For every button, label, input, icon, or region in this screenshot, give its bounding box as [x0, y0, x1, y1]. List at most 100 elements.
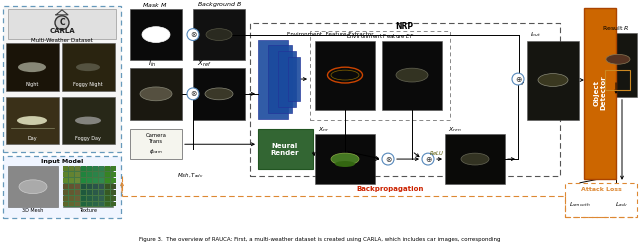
Circle shape	[512, 73, 524, 85]
Text: Environment Feature $\it{EF}$: Environment Feature $\it{EF}$	[346, 32, 414, 40]
Bar	[111, 166, 116, 171]
Bar	[105, 172, 110, 177]
Bar	[81, 196, 86, 201]
Bar	[99, 172, 104, 177]
Bar	[75, 178, 80, 183]
Text: $Msh, T_{adv}$: $Msh, T_{adv}$	[177, 171, 204, 180]
Bar	[87, 202, 92, 206]
Circle shape	[422, 153, 434, 165]
Bar	[81, 190, 86, 195]
Text: $L_{adv}$: $L_{adv}$	[615, 200, 628, 209]
Ellipse shape	[461, 153, 489, 165]
Bar	[75, 166, 80, 171]
Bar	[63, 166, 113, 207]
Bar	[75, 172, 80, 177]
Bar	[111, 172, 116, 177]
Bar	[3, 156, 121, 218]
Bar	[99, 202, 104, 206]
Bar	[75, 196, 80, 201]
Text: $I_{in}$: $I_{in}$	[148, 59, 156, 69]
Text: $ReLU$: $ReLU$	[429, 149, 445, 157]
Bar	[193, 9, 245, 60]
Text: Foggy Day: Foggy Day	[75, 136, 101, 141]
Text: ⊕: ⊕	[515, 75, 521, 83]
Bar	[6, 43, 59, 91]
Text: Object
Detector: Object Detector	[593, 76, 607, 110]
Bar	[63, 196, 68, 201]
Bar	[268, 45, 292, 113]
Bar	[87, 178, 92, 183]
Text: Environment  Feature Extractor: Environment Feature Extractor	[287, 32, 373, 37]
Bar	[63, 190, 68, 195]
Bar	[8, 9, 116, 39]
Bar	[130, 68, 182, 120]
Ellipse shape	[538, 74, 568, 86]
Bar	[63, 184, 68, 189]
Bar	[310, 31, 450, 120]
Bar	[105, 190, 110, 195]
Bar	[63, 178, 68, 183]
Ellipse shape	[206, 29, 232, 41]
Bar	[93, 172, 98, 177]
Circle shape	[187, 88, 199, 100]
Ellipse shape	[606, 54, 630, 64]
Bar	[258, 40, 288, 119]
Text: 3D Mesh: 3D Mesh	[22, 208, 44, 213]
Bar	[527, 41, 579, 120]
Bar	[93, 166, 98, 171]
Bar	[111, 184, 116, 189]
Ellipse shape	[17, 116, 47, 125]
Bar	[75, 202, 80, 206]
Text: Mask $M$: Mask $M$	[142, 1, 168, 9]
Bar	[69, 202, 74, 206]
Text: $X_{ren}$: $X_{ren}$	[448, 125, 461, 134]
Bar	[63, 166, 68, 171]
Bar	[600, 33, 637, 97]
Text: $X_{ref}$: $X_{ref}$	[197, 59, 211, 69]
Bar	[258, 129, 313, 169]
Text: Texture: Texture	[79, 208, 97, 213]
Text: Background $B$: Background $B$	[197, 0, 243, 9]
Text: Figure 3.  The overview of RAUCA: First, a multi-weather dataset is created usin: Figure 3. The overview of RAUCA: First, …	[140, 237, 500, 242]
Bar	[69, 166, 74, 171]
Ellipse shape	[331, 153, 359, 165]
Bar	[288, 57, 300, 101]
Bar	[81, 184, 86, 189]
Text: Night: Night	[26, 82, 38, 87]
Bar	[111, 202, 116, 206]
Bar	[69, 184, 74, 189]
Bar	[69, 172, 74, 177]
Text: Multi-Weather Dataset: Multi-Weather Dataset	[31, 38, 93, 43]
Bar	[69, 178, 74, 183]
Ellipse shape	[396, 68, 428, 82]
Bar	[87, 172, 92, 177]
Bar	[69, 190, 74, 195]
Bar	[62, 97, 115, 144]
Bar	[278, 51, 296, 107]
Text: Result $R$: Result $R$	[602, 24, 630, 32]
Text: CARLA: CARLA	[49, 28, 75, 34]
Bar	[105, 202, 110, 206]
Text: NRP: NRP	[395, 22, 413, 31]
Bar	[81, 172, 86, 177]
Text: Neural
Render: Neural Render	[271, 143, 300, 156]
Ellipse shape	[18, 62, 46, 72]
Ellipse shape	[76, 63, 100, 71]
Text: C: C	[59, 18, 65, 27]
Bar	[62, 43, 115, 91]
Bar	[69, 196, 74, 201]
Bar	[105, 178, 110, 183]
Ellipse shape	[19, 180, 47, 194]
Bar	[382, 41, 442, 110]
Bar	[315, 41, 375, 110]
Ellipse shape	[140, 87, 172, 101]
Bar	[250, 23, 560, 176]
Text: $\phi_{cam}$: $\phi_{cam}$	[149, 147, 163, 156]
Text: Input Model: Input Model	[41, 159, 83, 164]
Text: Day: Day	[27, 136, 37, 141]
Bar	[99, 178, 104, 183]
Text: $I_{out}$: $I_{out}$	[530, 30, 541, 39]
Bar	[93, 178, 98, 183]
Bar	[6, 97, 59, 144]
Bar	[87, 184, 92, 189]
